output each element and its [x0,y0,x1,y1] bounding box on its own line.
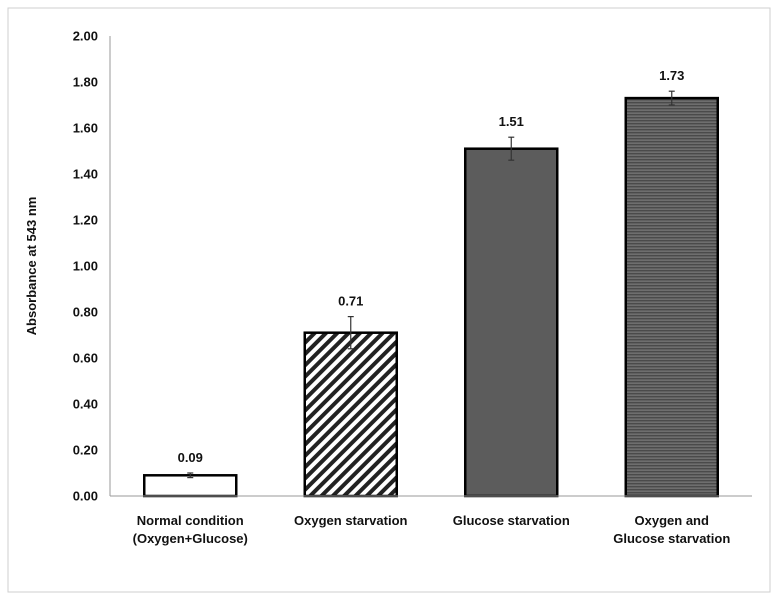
y-tick-label: 1.80 [73,75,98,90]
y-tick-label: 1.20 [73,213,98,228]
y-tick-label: 0.40 [73,397,98,412]
y-tick-label: 1.60 [73,121,98,136]
category-label: Normal condition (Oxygen+Glucose) [133,513,248,546]
category-label: Oxygen and Glucose starvation [613,513,730,546]
value-label: 1.51 [499,114,524,129]
bar [464,147,559,498]
y-tick-label: 0.80 [73,305,98,320]
value-labels: 0.09 0.71 1.51 1.73 [178,68,685,465]
category-label: Glucose starvation [453,513,570,528]
bars [143,96,719,498]
y-axis-title: Absorbance at 543 nm [24,197,39,336]
y-tick-label: 0.00 [73,489,98,504]
category-label: Oxygen starvation [294,513,407,528]
bar [303,331,398,498]
x-axis-labels: Normal condition (Oxygen+Glucose) Oxygen s… [133,513,731,546]
y-tick-label: 2.00 [73,29,98,44]
bar [143,474,238,498]
y-tick-label: 0.60 [73,351,98,366]
outer-border [7,7,771,593]
y-tick-label: 0.20 [73,443,98,458]
error-bars [187,90,675,479]
value-label: 0.09 [178,450,203,465]
value-label: 0.71 [338,294,363,309]
error-bar [508,136,515,161]
y-tick-label: 1.00 [73,259,98,274]
error-bar [668,90,675,106]
error-bar [347,316,354,350]
bar [624,96,719,498]
error-bar [187,472,194,479]
y-tick-label: 1.40 [73,167,98,182]
y-axis-ticks: 0.00 0.20 0.40 0.60 0.80 1.00 1.20 1.40 1.60 1.80… [73,29,98,504]
value-label: 1.73 [659,68,684,83]
